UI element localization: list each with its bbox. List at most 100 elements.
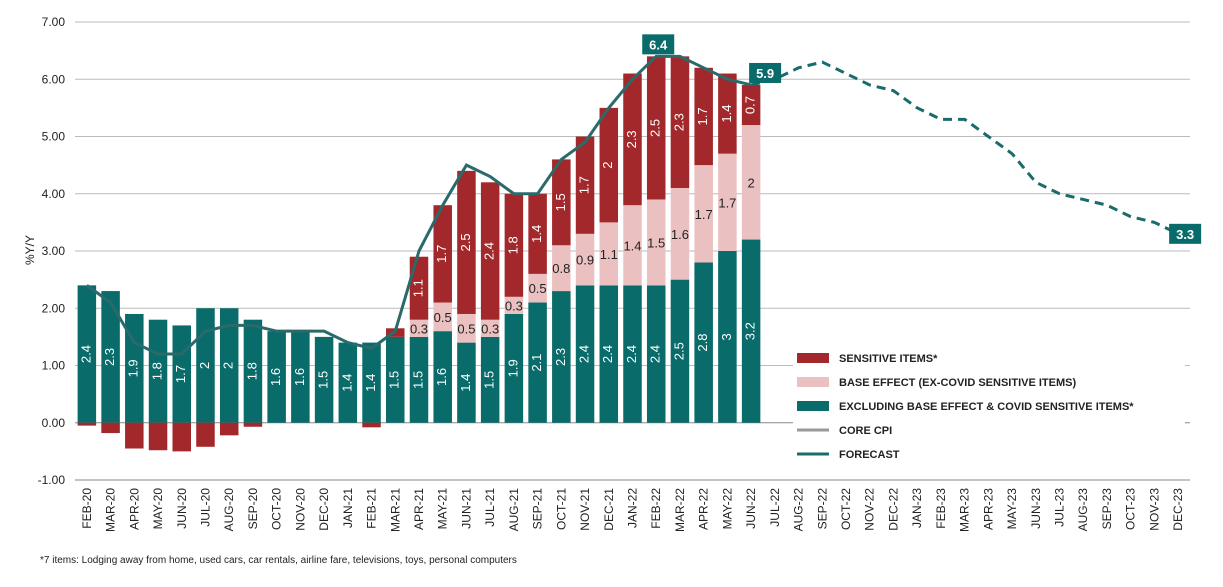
bar-segment: [362, 342, 381, 423]
bar-segment: [623, 73, 642, 206]
data-label: 1.9: [505, 359, 520, 377]
x-tick-label: OCT-22: [839, 488, 853, 530]
bar-segment: [409, 256, 429, 320]
x-tick-label: JUN-23: [1029, 488, 1043, 529]
data-label: 2: [221, 362, 236, 369]
data-label: 2.1: [529, 354, 544, 372]
x-tick-label: APR-21: [412, 488, 426, 530]
data-label: 1.8: [244, 362, 259, 380]
data-label: 1.6: [268, 368, 283, 386]
bar-segment: [77, 422, 97, 426]
data-label: 2.3: [671, 113, 686, 131]
data-label: 1.4: [623, 238, 641, 253]
x-tick-label: AUG-22: [792, 488, 806, 532]
legend-swatch: [797, 401, 829, 411]
x-tick-label: FEB-23: [934, 488, 948, 529]
bar-segment: [480, 336, 500, 423]
bar-segment: [433, 331, 452, 423]
x-tick-label: SEP-23: [1100, 488, 1114, 530]
bar-segment: [243, 422, 263, 427]
bar-segment: [480, 182, 500, 320]
y-tick-label: 0.00: [42, 416, 66, 430]
x-tick-label: AUG-23: [1076, 488, 1090, 532]
data-label: 0.5: [457, 321, 475, 336]
data-label: 1.5: [553, 193, 568, 211]
x-tick-label: JUL-20: [198, 488, 212, 527]
x-tick-label: DEC-22: [886, 488, 900, 531]
bar-segment: [646, 56, 666, 200]
callout-box: [642, 34, 675, 55]
bar-segment: [480, 319, 500, 337]
bar-segment: [504, 193, 524, 297]
bar-segment: [101, 291, 120, 423]
x-tick-label: DEC-23: [1171, 488, 1185, 531]
bar-segment: [623, 205, 642, 286]
x-tick-label: NOV-20: [293, 488, 307, 531]
x-tick-label: OCT-21: [554, 488, 568, 530]
data-label: 1.6: [434, 368, 449, 386]
line-series: [85, 54, 752, 356]
x-tick-label: SEP-20: [246, 488, 260, 530]
data-label: 0.7: [743, 96, 758, 114]
data-label: 1.5: [387, 371, 402, 389]
data-label: 0.5: [529, 281, 547, 296]
data-label: 1.7: [718, 195, 736, 210]
bar-segment: [457, 342, 476, 423]
bar-segment: [101, 422, 120, 434]
bar-segment: [409, 319, 429, 337]
callout-label: 6.4: [649, 37, 668, 52]
bar-segment: [646, 285, 666, 423]
data-label: 1.9: [126, 359, 141, 377]
data-label: 2.5: [671, 342, 686, 360]
data-label: 2: [600, 162, 615, 169]
x-tick-label: NOV-23: [1147, 488, 1161, 531]
data-label: 2.4: [482, 242, 497, 260]
legend-bg: [793, 346, 1185, 466]
y-axis-label: %Y/Y: [23, 235, 37, 265]
bar-segment: [528, 273, 547, 303]
bar-segment: [741, 239, 761, 423]
data-label: 1.4: [719, 105, 734, 123]
legend-label: EXCLUDING BASE EFFECT & COVID SENSITIVE …: [839, 401, 1134, 413]
bar-segment: [694, 165, 713, 263]
x-tick-label: JAN-23: [910, 488, 924, 528]
bar-segment: [575, 285, 595, 423]
bar-segment: [291, 331, 310, 423]
bar-segment: [267, 331, 286, 423]
bar-segment: [575, 233, 595, 286]
data-label: 2: [197, 362, 212, 369]
bar-segment: [172, 422, 192, 452]
bar-segment: [623, 285, 642, 423]
data-label: 2.3: [624, 130, 639, 148]
bar-segment: [552, 245, 571, 292]
data-label: 2: [747, 175, 754, 190]
y-tick-label: 3.00: [42, 244, 66, 258]
data-label: 2.4: [600, 345, 615, 363]
x-tick-label: MAR-23: [958, 488, 972, 532]
x-tick-label: FEB-21: [365, 488, 379, 529]
x-tick-label: JUN-20: [175, 488, 189, 529]
data-label: 2.5: [458, 233, 473, 251]
bar-segment: [694, 67, 713, 166]
bar-segment: [409, 336, 429, 423]
bar-segment: [575, 136, 595, 234]
bar-segment: [504, 313, 524, 423]
x-tick-label: JUN-22: [744, 488, 758, 529]
bar-segment: [718, 73, 737, 154]
lines: [85, 54, 1179, 356]
legend-swatch: [797, 377, 829, 387]
x-tick-label: JUN-21: [459, 488, 473, 529]
bar-segment: [718, 251, 737, 423]
callout-label: 5.9: [756, 66, 774, 81]
data-label: 1.8: [149, 362, 164, 380]
bar-segment: [670, 56, 690, 189]
bar-segment: [646, 199, 666, 286]
x-tick-label: MAY-23: [1005, 488, 1019, 530]
data-label: 2.3: [102, 348, 117, 366]
x-tick-label: MAY-20: [151, 488, 165, 530]
legend-label: FORECAST: [839, 449, 900, 461]
bar-segment: [433, 205, 452, 303]
data-label: 0.8: [552, 261, 570, 276]
bar-segment: [148, 422, 168, 451]
